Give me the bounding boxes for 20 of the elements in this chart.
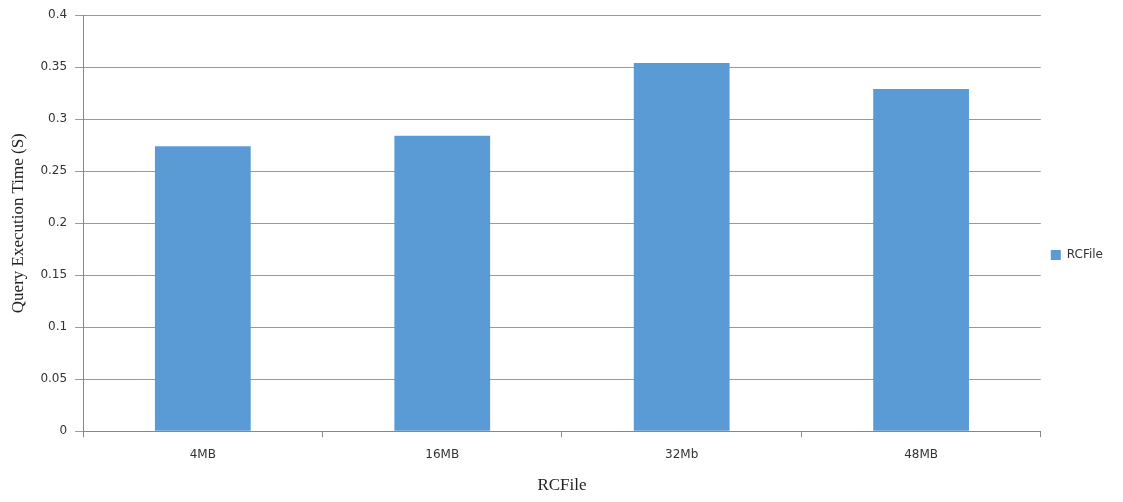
y-tick-label: 0.1: [48, 319, 68, 334]
y-tick-label: 0: [59, 423, 68, 438]
y-tick-label: 0.35: [40, 59, 68, 74]
y-tick-label: 0.05: [40, 371, 68, 386]
bar: [633, 63, 730, 431]
x-tick-label: 32Mb: [665, 446, 699, 461]
y-tick-label: 0.3: [48, 111, 68, 126]
bar: [154, 146, 251, 431]
bar: [873, 89, 969, 431]
x-tick-label: 48MB: [904, 446, 939, 461]
y-tick-label: 0.4: [48, 7, 68, 22]
y-axis-title: Query Execution Time (S): [7, 133, 27, 314]
legend-label: RCFile: [1066, 247, 1103, 262]
y-tick-label: 0.2: [48, 215, 68, 230]
y-tick-label: 0.15: [40, 267, 68, 282]
x-axis-title: RCFile: [537, 475, 587, 495]
bar: [394, 135, 491, 431]
x-tick-label: 4MB: [189, 446, 216, 461]
x-tick-label: 16MB: [425, 446, 460, 461]
y-tick-label: 0.25: [40, 163, 68, 178]
